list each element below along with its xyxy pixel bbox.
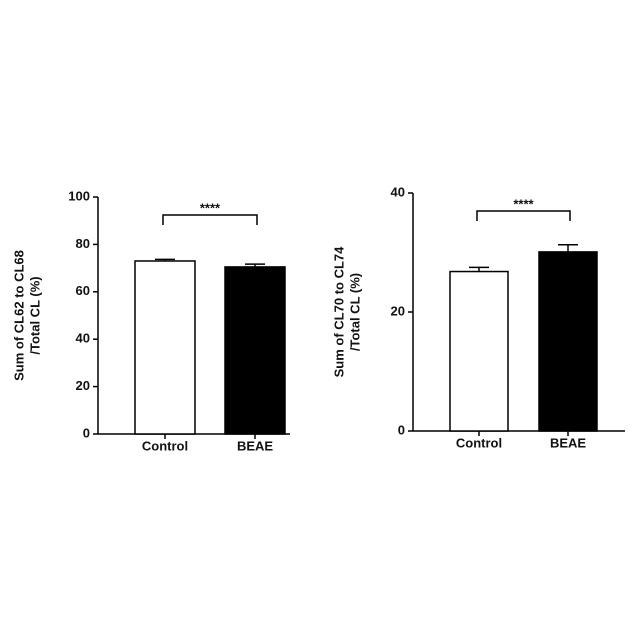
- bar: [539, 252, 597, 431]
- x-tick-label: BEAE: [550, 435, 586, 450]
- figure: 0 20 40 60 80 100 Sum of CL62 to CL68/Total CL…: [0, 0, 640, 640]
- y-tick-label: 20: [391, 303, 405, 318]
- annotation: ****: [513, 196, 534, 211]
- y-tick-label: 80: [76, 236, 90, 251]
- x-tick-label: Control: [456, 435, 502, 450]
- y-axis-label: Sum of CL62 to CL68: [11, 250, 26, 381]
- significance-bracket: [477, 211, 570, 221]
- bar: [135, 261, 195, 434]
- bar: [450, 272, 508, 431]
- y-tick-label: 20: [76, 378, 90, 393]
- x-tick-label: BEAE: [237, 438, 273, 453]
- y-axis-label: Sum of CL70 to CL74: [331, 246, 346, 378]
- bar: [225, 267, 285, 434]
- y-axis-label: /Total CL (%): [27, 276, 42, 354]
- y-tick-label: 0: [83, 425, 90, 440]
- y-axis-label: /Total CL (%): [347, 273, 362, 351]
- y-tick-label: 40: [76, 331, 90, 346]
- y-tick-label: 100: [68, 188, 90, 203]
- x-tick-label: Control: [142, 438, 188, 453]
- y-tick-label: 60: [76, 283, 90, 298]
- y-tick-label: 0: [398, 422, 405, 437]
- significance-bracket: [163, 215, 257, 225]
- annotation: ****: [200, 200, 221, 215]
- y-tick-label: 40: [391, 184, 405, 199]
